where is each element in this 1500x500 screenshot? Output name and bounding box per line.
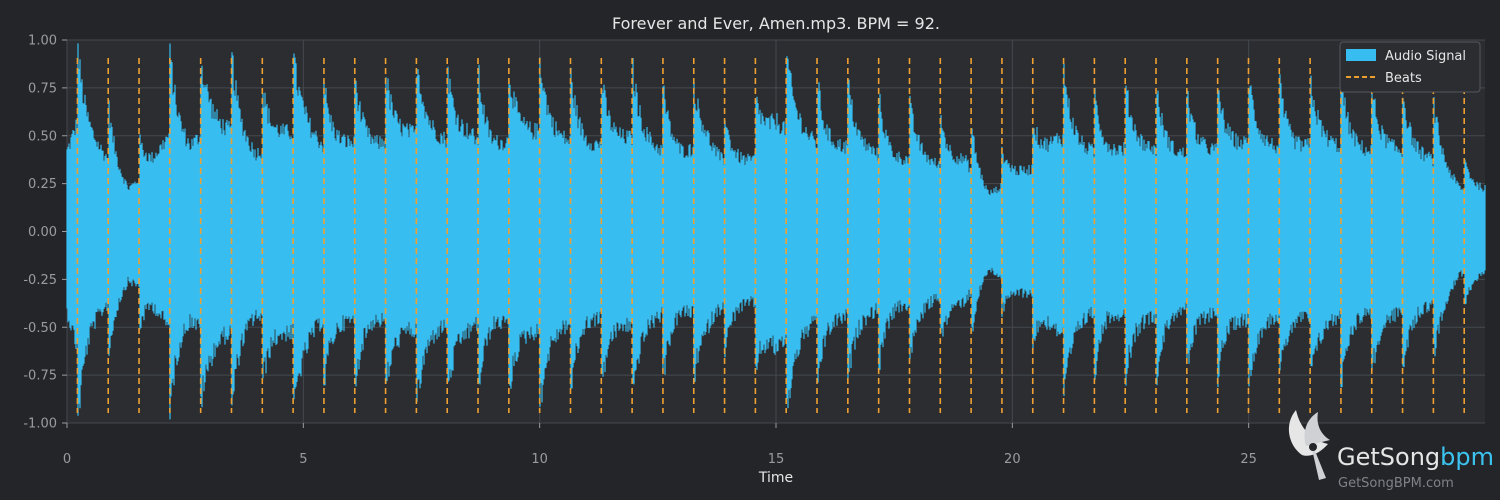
- y-tick-label: -0.50: [23, 321, 57, 336]
- x-tick-label: 15: [768, 452, 785, 467]
- x-axis-label: Time: [758, 470, 793, 486]
- watermark-brand-name: GetSong: [1337, 443, 1440, 471]
- legend-audio-signal-swatch: [1346, 49, 1376, 61]
- x-tick-label: 0: [63, 452, 71, 467]
- y-tick-label: 0.50: [28, 129, 57, 144]
- y-tick-label: 0.00: [28, 225, 57, 240]
- x-tick-label: 10: [531, 452, 548, 467]
- legend: Audio Signal Beats: [1339, 41, 1481, 93]
- y-tick-label: 0.75: [28, 81, 57, 96]
- plot-area: [66, 39, 1486, 424]
- y-tick-label: 0.25: [28, 177, 57, 192]
- x-tick-label: 5: [299, 452, 307, 467]
- svg-text:GetSongbpm: GetSongbpm: [1337, 443, 1494, 471]
- watermark-logo-icon: [1288, 410, 1330, 480]
- y-tick-label: -1.00: [23, 417, 57, 432]
- watermark: GetSongbpm GetSongBPM.com: [1288, 410, 1494, 491]
- y-tick-label: -0.75: [23, 369, 57, 384]
- watermark-url: GetSongBPM.com: [1338, 476, 1454, 491]
- x-tick-label: 25: [1240, 452, 1257, 467]
- chart-title: Forever and Ever, Amen.mp3. BPM = 92.: [612, 14, 940, 33]
- watermark-brand-accent: bpm: [1440, 443, 1494, 471]
- y-tick-label: 1.00: [28, 34, 57, 49]
- y-axis: 1.00 0.75 0.50 0.25 0.00 -0.25 -0.50 -0.75 -1.00: [23, 34, 67, 432]
- beats-series: [76, 58, 1466, 413]
- legend-audio-signal-label: Audio Signal: [1385, 49, 1466, 64]
- x-axis: 0 5 10 15 20 25: [63, 423, 1257, 467]
- x-tick-label: 20: [1004, 452, 1021, 467]
- y-tick-label: -0.25: [23, 273, 57, 288]
- legend-beats-label: Beats: [1385, 71, 1422, 86]
